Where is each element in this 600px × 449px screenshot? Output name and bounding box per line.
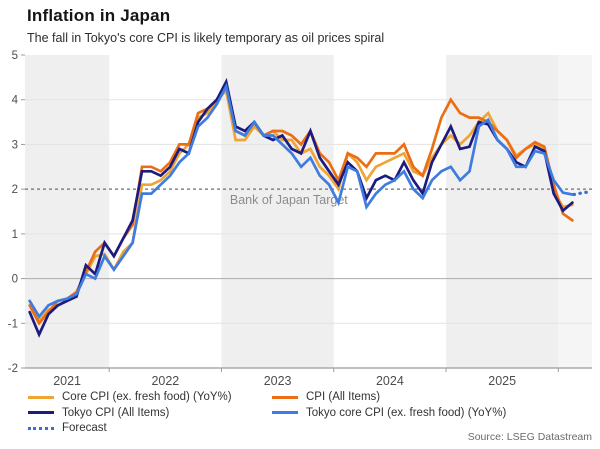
chart-title: Inflation in Japan — [27, 6, 171, 25]
legend-item-tokyo-core: Tokyo core CPI (ex. fresh food) (YoY%) — [272, 406, 506, 421]
boj-target-annotation: Bank of Japan Target — [230, 193, 348, 207]
year-band — [221, 55, 334, 368]
y-tick-label: 2 — [12, 184, 18, 196]
cpi-all-swatch-icon — [272, 395, 298, 399]
forecast-dotted-swatch-icon — [28, 426, 54, 430]
x-year-label: 2024 — [376, 374, 404, 388]
chart-subtitle: The fall in Tokyo's core CPI is likely t… — [27, 31, 385, 45]
source-credit: Source: LSEG Datastream — [467, 431, 592, 443]
legend-item-forecast: Forecast — [28, 421, 232, 436]
y-tick-label: -2 — [8, 363, 18, 375]
target-line-group: Bank of Japan Target — [25, 188, 592, 207]
legend-item-cpi-all: CPI (All Items) — [272, 390, 506, 405]
year-band — [446, 55, 559, 368]
core-cpi-swatch-icon — [28, 395, 54, 399]
x-year-label: 2022 — [151, 374, 179, 388]
legend-label: Forecast — [62, 422, 107, 435]
x-year-label: 2025 — [488, 374, 516, 388]
y-tick-label: 4 — [12, 95, 19, 107]
legend-item-tokyo-cpi: Tokyo CPI (All Items) — [28, 406, 232, 421]
gridlines — [25, 99, 592, 324]
legend-label: Tokyo CPI (All Items) — [62, 406, 170, 419]
legend-item-core-cpi: Core CPI (ex. fresh food) (YoY%) — [28, 390, 232, 405]
legend-label: Tokyo core CPI (ex. fresh food) (YoY%) — [306, 406, 507, 419]
legend-label: CPI (All Items) — [306, 391, 381, 404]
y-tick-label: 0 — [12, 274, 18, 286]
chart-header: Inflation in Japan The fall in Tokyo's c… — [27, 6, 384, 45]
year-shading-bands — [25, 55, 592, 368]
tokyo-cpi-swatch-icon — [28, 411, 54, 415]
tokyo-core-swatch-icon — [272, 411, 298, 415]
x-axis: 2021 2022 2023 2024 2025 — [25, 367, 592, 388]
series-lines — [28, 77, 574, 338]
legend-column-left: Core CPI (ex. fresh food) (YoY%) Tokyo C… — [28, 390, 232, 437]
series-line-3 — [28, 82, 574, 319]
legend-column-right: CPI (All Items) Tokyo core CPI (ex. fres… — [272, 390, 506, 421]
x-year-label: 2023 — [264, 374, 292, 388]
y-tick-label: 1 — [12, 229, 18, 241]
legend-label: Core CPI (ex. fresh food) (YoY%) — [62, 391, 232, 404]
x-year-label: 2021 — [53, 374, 81, 388]
y-tick-label: 3 — [12, 139, 18, 151]
y-tick-label: -1 — [8, 318, 18, 330]
y-axis-labels: 5 4 3 2 1 0 -1 -2 — [8, 50, 25, 375]
y-tick-label: 5 — [12, 50, 18, 62]
